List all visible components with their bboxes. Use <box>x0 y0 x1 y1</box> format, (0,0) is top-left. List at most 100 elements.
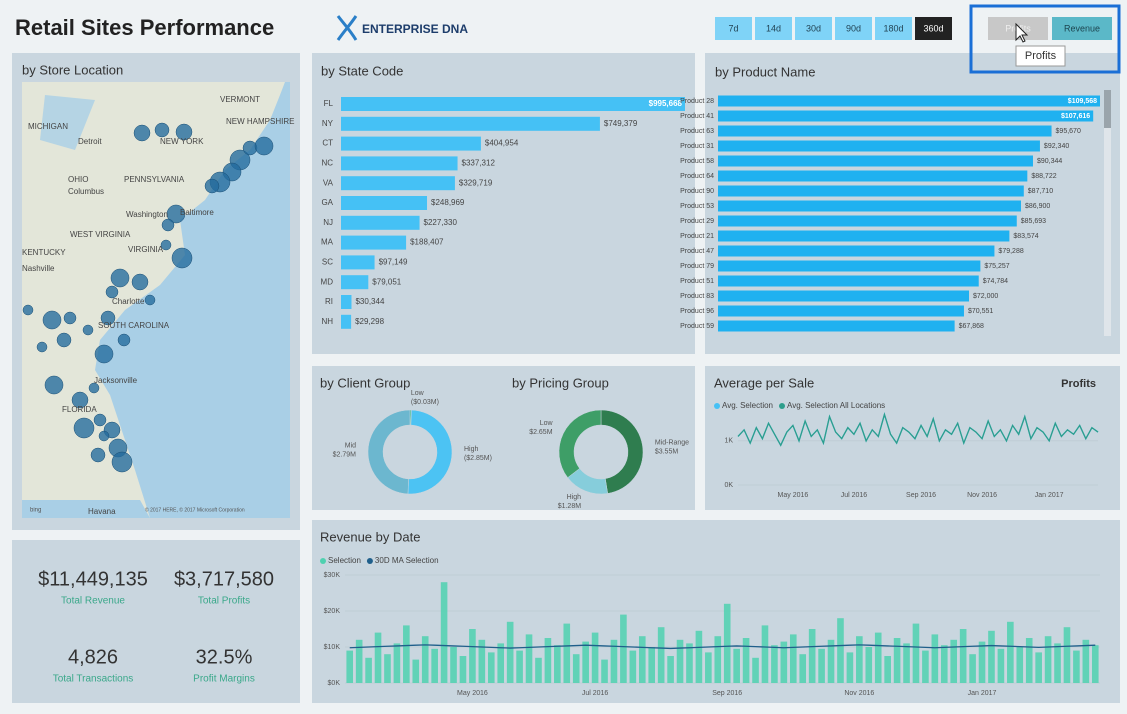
value-label: $329,719 <box>459 178 493 187</box>
bar <box>431 648 438 683</box>
bar <box>950 639 958 683</box>
tooltip-text: Profits <box>1025 50 1057 62</box>
cursor <box>1015 22 1029 43</box>
bar <box>1007 621 1014 683</box>
date-button-label[interactable]: 30d <box>806 23 821 33</box>
value-label: $75,257 <box>984 263 1009 270</box>
category-label: NY <box>322 119 334 128</box>
category-label: Product 21 <box>680 233 714 240</box>
date-button-label[interactable]: 90d <box>846 23 861 33</box>
bar <box>341 314 352 329</box>
panel-title: by Store Location <box>22 62 123 77</box>
bar <box>341 295 352 309</box>
panel-title: by Client Group <box>320 375 410 390</box>
bar <box>978 641 986 683</box>
bar <box>733 648 740 683</box>
legend-label: Avg. Selection <box>722 401 773 410</box>
scrollbar-thumb[interactable] <box>1104 90 1111 128</box>
bar <box>648 647 656 683</box>
bar <box>582 641 589 683</box>
value-label: $79,051 <box>372 277 401 286</box>
legend-swatch <box>779 403 785 409</box>
bar <box>421 636 429 683</box>
bar <box>718 245 995 257</box>
map-label: VERMONT <box>220 95 260 104</box>
bar <box>1025 638 1033 683</box>
date-button[interactable] <box>755 17 792 40</box>
category-label: RI <box>325 297 333 306</box>
map-label: Baltimore <box>180 208 214 217</box>
slice-label: Low $2.65M <box>529 420 553 436</box>
date-button-label[interactable]: 14d <box>766 23 781 33</box>
y-tick-label: $10K <box>324 644 341 651</box>
toggle-button-label[interactable]: Revenue <box>1064 23 1100 33</box>
bar <box>771 645 778 683</box>
bar <box>1073 650 1080 683</box>
measure-label: Profits <box>1061 378 1096 390</box>
kpi-value: $11,449,135 <box>38 568 148 590</box>
slice <box>367 409 411 495</box>
bar <box>341 215 420 230</box>
x-tick-label: Sep 2016 <box>906 492 936 499</box>
bar <box>459 656 467 683</box>
bar <box>1016 647 1024 683</box>
bar <box>341 176 455 191</box>
value-label: $227,330 <box>424 218 458 227</box>
map-label: SOUTH CAROLINA <box>98 321 170 330</box>
bar <box>412 659 420 683</box>
value-label: $29,298 <box>355 317 384 326</box>
bar <box>799 654 807 683</box>
line <box>349 644 1096 650</box>
bar <box>374 632 382 683</box>
x-tick-label: Jul 2016 <box>582 690 609 697</box>
bar <box>676 639 684 683</box>
value-label: $248,969 <box>431 198 465 207</box>
date-button[interactable] <box>875 17 912 40</box>
category-label: Product 28 <box>680 98 714 105</box>
bar <box>718 110 1094 122</box>
bar <box>718 290 970 302</box>
bar <box>341 275 369 290</box>
category-label: Product 53 <box>680 203 714 210</box>
category-label: Product 31 <box>680 143 714 150</box>
bar <box>554 645 561 683</box>
date-button[interactable] <box>795 17 832 40</box>
bar <box>620 614 627 683</box>
panel-title: by State Code <box>321 63 403 78</box>
y-tick-label: 1K <box>724 438 733 445</box>
date-button-label[interactable]: 7d <box>728 23 738 33</box>
bar <box>1082 639 1090 683</box>
bar <box>341 116 600 131</box>
category-label: Product 59 <box>680 323 714 330</box>
date-button[interactable] <box>715 17 752 40</box>
bar <box>846 652 854 683</box>
slice-label: Mid $2.79M <box>333 442 357 458</box>
bar <box>610 639 618 683</box>
bar <box>469 629 476 683</box>
map-label: PENNSYLVANIA <box>124 175 185 184</box>
x-tick-label: Jan 2017 <box>968 690 997 697</box>
slice-category: Low <box>411 390 425 397</box>
slice-category: High <box>567 494 582 501</box>
toggle-button[interactable] <box>1052 17 1112 40</box>
value-label: $188,407 <box>410 238 444 247</box>
bar <box>478 639 486 683</box>
bar <box>346 650 354 683</box>
date-button-label[interactable]: 360d <box>923 23 943 33</box>
date-button[interactable] <box>915 17 952 40</box>
value-label: $87,710 <box>1028 188 1053 195</box>
bar <box>718 230 1010 242</box>
scrollbar[interactable] <box>1104 90 1111 336</box>
legend-swatch <box>714 403 720 409</box>
map-label: Jacksonville <box>94 376 138 385</box>
bar <box>997 648 1005 683</box>
bar <box>808 629 816 683</box>
bar <box>789 634 797 683</box>
value-label: $97,149 <box>379 258 408 267</box>
kpi-label: Total Transactions <box>53 674 134 685</box>
date-button-label[interactable]: 180d <box>883 23 903 33</box>
bar <box>761 625 769 683</box>
bar <box>601 659 608 683</box>
date-button[interactable] <box>835 17 872 40</box>
bar <box>341 196 428 210</box>
